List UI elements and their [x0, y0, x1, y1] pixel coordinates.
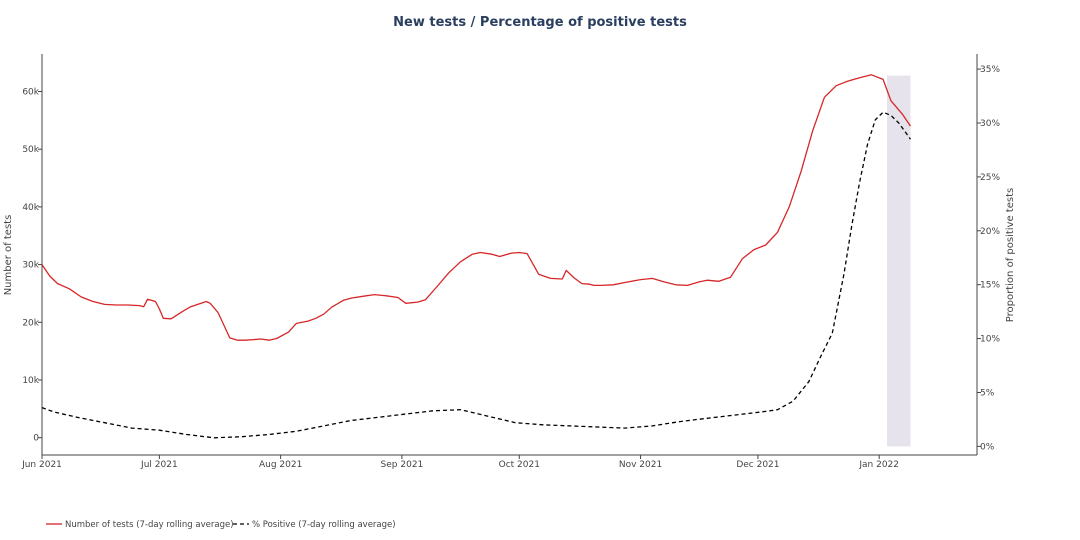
x-tick-label: Oct 2021 — [499, 460, 540, 470]
shaded-region — [887, 75, 911, 447]
y-tick-label: 20k — [22, 318, 39, 328]
x-tick-label: Jan 2022 — [858, 460, 899, 470]
x-tick-label: Sep 2021 — [381, 460, 424, 470]
y2-tick-label: 20% — [980, 227, 1000, 237]
y-tick-label: 30k — [22, 261, 39, 271]
y2-tick-label: 30% — [980, 119, 1000, 129]
x-tick-label: Jun 2021 — [21, 460, 62, 470]
y2-axis-title: Proportion of positive tests — [1005, 188, 1016, 322]
y2-tick-label: 25% — [980, 173, 1000, 183]
series-layer — [41, 74, 912, 439]
y2-axis-ticks: 0% 5% 10% 15% 20% 25% 30% 35% — [977, 65, 1000, 452]
x-axis-ticks: Jun 2021 Jul 2021 Aug 2021 Sep 2021 Oct 2021… — [21, 455, 899, 470]
y-axis-title: Number of tests — [3, 215, 14, 296]
y-tick-label: 50k — [22, 145, 39, 155]
y2-tick-label: 10% — [980, 335, 1000, 345]
y-axis-ticks: 0 10k 20k 30k 40k 50k 60k — [22, 88, 42, 444]
y-tick-label: 10k — [22, 376, 39, 386]
y-tick-label: 40k — [22, 203, 39, 213]
legend-label-positive: % Positive (7-day rolling average) — [252, 520, 396, 530]
series-line-tests — [41, 74, 912, 341]
y2-tick-label: 15% — [980, 281, 1000, 291]
legend-label-tests: Number of tests (7-day rolling average) — [65, 520, 234, 530]
chart-title: New tests / Percentage of positive tests — [393, 15, 687, 30]
y-tick-label: 60k — [22, 88, 39, 98]
x-tick-label: Aug 2021 — [259, 460, 302, 470]
series-line-positive — [41, 111, 912, 439]
x-tick-label: Nov 2021 — [619, 460, 662, 470]
y2-tick-label: 5% — [980, 388, 995, 398]
y2-tick-label: 35% — [980, 65, 1000, 75]
x-tick-label: Jul 2021 — [140, 460, 178, 470]
x-tick-label: Dec 2021 — [736, 460, 779, 470]
y-tick-label: 0 — [33, 434, 39, 444]
shaded-region-layer — [887, 75, 911, 447]
y2-tick-label: 0% — [980, 442, 995, 452]
legend[interactable]: Number of tests (7-day rolling average) … — [46, 520, 396, 530]
